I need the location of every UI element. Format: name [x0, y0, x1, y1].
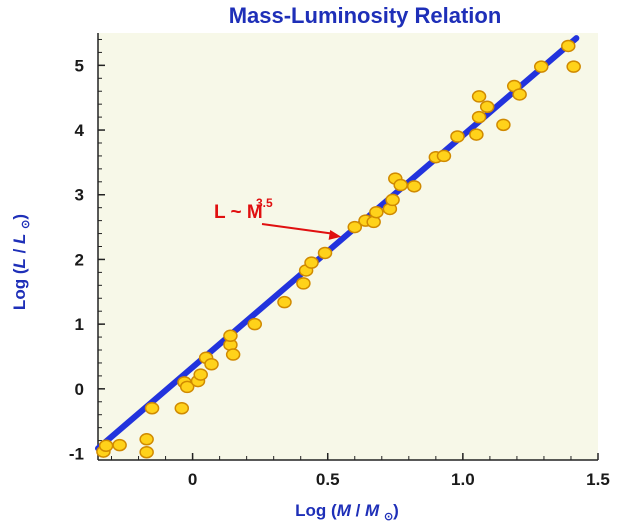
x-tick-label: 0.5: [316, 470, 340, 489]
annotation-label: L ~ M: [214, 202, 263, 223]
axis-label-part: /: [10, 244, 29, 258]
data-point: [225, 348, 241, 361]
data-point: [139, 445, 154, 459]
axis-label-part: ⊙: [20, 220, 32, 229]
data-point: [139, 433, 154, 446]
axis-label-part: ): [393, 501, 399, 520]
axis-label-part: L: [10, 234, 29, 244]
axis-label-part: L: [10, 258, 29, 268]
data-point: [347, 220, 363, 234]
x-tick-label: 1.0: [451, 470, 475, 489]
annotation-arrow: [261, 223, 334, 235]
x-tick-label: 0: [188, 470, 197, 489]
axis-label-part: M: [365, 501, 380, 520]
data-point: [471, 90, 487, 103]
axis-label-part: M: [337, 501, 352, 520]
y-axis-label: Log (L / L ⊙): [10, 214, 32, 310]
y-tick-label: 2: [75, 250, 84, 269]
data-point: [277, 295, 292, 309]
data-point: [393, 178, 408, 192]
data-points: [96, 39, 581, 459]
data-point: [193, 368, 208, 381]
axis-label-part: ⊙: [384, 511, 393, 523]
chart-title: Mass-Luminosity Relation: [229, 3, 502, 28]
y-tick-label: -1: [69, 445, 84, 464]
x-axis-ticks: 0 0.5 1.0 1.5: [111, 453, 610, 489]
y-tick-label: 3: [75, 186, 84, 205]
data-point: [304, 256, 319, 269]
data-point: [566, 60, 581, 73]
axis-label-part: ): [10, 214, 29, 220]
data-point: [204, 357, 219, 371]
y-tick-label: 5: [75, 56, 84, 75]
annotation-arrowhead: [328, 229, 342, 240]
data-point: [247, 317, 263, 331]
data-point: [98, 439, 114, 453]
data-point: [174, 401, 190, 415]
data-point: [471, 110, 487, 124]
data-point: [317, 246, 333, 260]
data-point: [296, 277, 311, 290]
y-axis-ticks: -1 0 1 2 3 4 5: [69, 38, 105, 464]
y-tick-label: 1: [75, 315, 84, 334]
data-point: [144, 401, 160, 415]
y-tick-label: 0: [75, 380, 84, 399]
data-point: [406, 180, 422, 193]
axis-label-part: Log (: [10, 268, 29, 310]
fit-line: [95, 35, 580, 452]
data-point: [112, 438, 127, 452]
data-point: [533, 60, 549, 73]
axis-label-part: /: [351, 501, 365, 520]
axis-label-part: Log (: [295, 501, 337, 520]
data-point: [450, 130, 465, 143]
data-point: [369, 205, 384, 219]
annotation-exponent: 3.5: [256, 196, 273, 210]
data-point: [223, 329, 238, 343]
data-point: [479, 100, 495, 114]
annotation: L ~ M 3.5: [214, 196, 342, 240]
data-point: [561, 39, 576, 53]
data-point: [385, 193, 400, 207]
data-point: [512, 88, 527, 101]
x-axis-label: Log (M / M ⊙): [295, 501, 399, 523]
data-point: [436, 149, 452, 163]
data-point: [179, 380, 195, 394]
data-point: [469, 128, 484, 141]
data-point: [496, 118, 511, 132]
x-tick-label: 1.5: [586, 470, 610, 489]
y-tick-label: 4: [75, 121, 85, 140]
